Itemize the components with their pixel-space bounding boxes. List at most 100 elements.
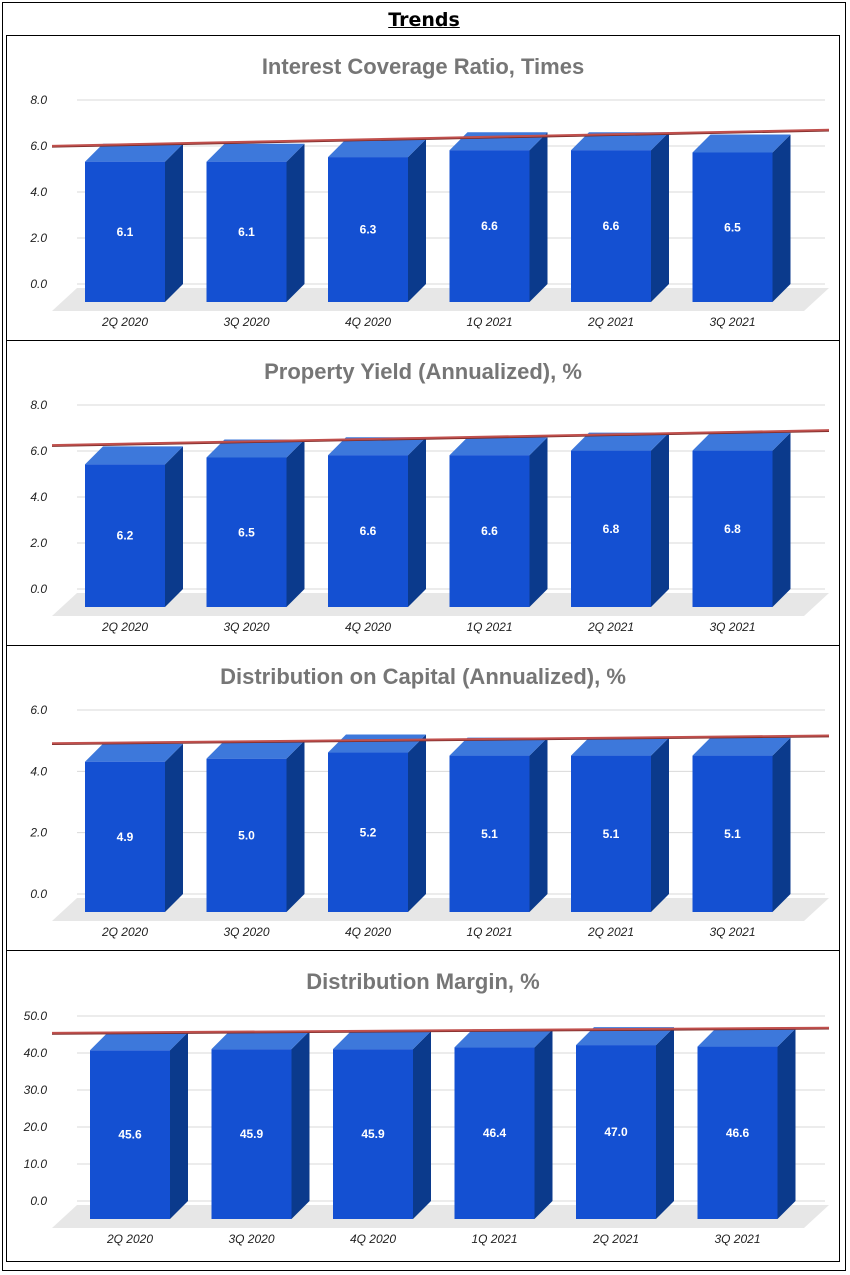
bar-front: [692, 755, 773, 912]
y-tick-label: 8.0: [30, 398, 47, 412]
bar-front: [90, 1050, 170, 1219]
bar: [697, 1028, 796, 1219]
x-tick-label: 4Q 2020: [345, 315, 391, 329]
data-label: 5.1: [603, 827, 620, 841]
trendline-shadow: [51, 1028, 830, 1035]
bar-top: [206, 740, 305, 759]
x-tick-label: 4Q 2020: [345, 925, 391, 939]
bar-top: [692, 432, 791, 451]
trendline: [51, 429, 830, 447]
bar-top: [333, 1031, 431, 1050]
bar-side: [286, 740, 305, 912]
bar-side: [651, 132, 669, 302]
property-yield-chart: Property Yield (Annualized), % 0.0 2.0 4.0 6…: [29, 359, 830, 634]
bar-side: [408, 437, 426, 607]
y-tick-label: 8.0: [30, 93, 47, 107]
bar-side: [408, 734, 426, 912]
chart-panel-distribution-on-capital: Distribution on Capital (Annualized), % 0…: [6, 645, 840, 951]
data-label: 6.1: [238, 225, 255, 239]
bar-top: [85, 143, 183, 162]
bar-front: [571, 755, 651, 912]
bar-side: [534, 1029, 553, 1219]
bar-top: [454, 1029, 553, 1048]
data-label: 46.4: [483, 1126, 507, 1140]
x-tick-label: 3Q 2021: [714, 1232, 760, 1246]
x-tick-label: 4Q 2020: [350, 1232, 396, 1246]
y-tick-label: 10.0: [24, 1157, 48, 1171]
chart-panel-distribution-margin: Distribution Margin, % 0.0 10.0 20.0 30.0 40.…: [6, 950, 840, 1262]
interest-coverage-chart: Interest Coverage Ratio, Times 0.0 2.0 4.0 6…: [29, 54, 830, 329]
bar: [206, 143, 305, 302]
trendline-shadow: [51, 430, 830, 447]
bar-front: [328, 157, 408, 302]
bar: [449, 737, 548, 912]
bar-front: [697, 1046, 778, 1219]
x-tick-label: 1Q 2021: [466, 925, 512, 939]
x-tick-label: 2Q 2021: [587, 620, 634, 634]
data-label: 46.6: [726, 1126, 750, 1140]
bar-side: [286, 143, 305, 302]
bar-side: [291, 1031, 310, 1219]
bar: [571, 432, 669, 607]
y-tick-label: 20.0: [23, 1120, 48, 1134]
bar-side: [772, 134, 791, 302]
bar-side: [413, 1031, 431, 1219]
bar-front: [449, 455, 530, 607]
bar-front: [449, 150, 530, 302]
y-tick-label: 2.0: [29, 826, 47, 840]
y-tick-label: 4.0: [30, 490, 47, 504]
y-tick-label: 4.0: [30, 185, 47, 199]
bar-front: [571, 150, 651, 302]
x-tick-label: 1Q 2021: [466, 315, 512, 329]
bar-front: [328, 752, 408, 912]
data-label: 4.9: [117, 830, 134, 844]
bar: [454, 1029, 553, 1219]
chart-title: Property Yield (Annualized), %: [264, 359, 582, 384]
distribution-margin-chart: Distribution Margin, % 0.0 10.0 20.0 30.0 40.…: [23, 969, 830, 1246]
x-tick-label: 2Q 2020: [101, 925, 148, 939]
bar-front: [211, 1049, 292, 1219]
trendline: [51, 1026, 830, 1034]
bar-front: [206, 161, 287, 302]
bar: [328, 437, 426, 607]
bar-top: [449, 437, 548, 456]
chart-title: Interest Coverage Ratio, Times: [262, 54, 584, 79]
x-tick-label: 3Q 2021: [709, 925, 755, 939]
data-label: 5.1: [724, 827, 741, 841]
data-label: 6.3: [360, 223, 377, 237]
bar-side: [777, 1028, 796, 1219]
bar-side: [529, 737, 548, 912]
bar-top: [576, 1027, 674, 1046]
bar-top: [211, 1031, 310, 1050]
bar-top: [449, 737, 548, 756]
trendline-shadow: [51, 736, 830, 745]
bar-top: [692, 134, 791, 153]
bar-side: [529, 437, 548, 607]
bar-front: [85, 161, 165, 302]
y-tick-label: 0.0: [30, 1194, 47, 1208]
bar-top: [85, 446, 183, 465]
bar-side: [170, 1032, 188, 1219]
bar-side: [772, 432, 791, 607]
chart-panel-property-yield: Property Yield (Annualized), % 0.0 2.0 4.0 6…: [6, 340, 840, 646]
bar-top: [571, 132, 669, 151]
bar: [85, 743, 183, 912]
x-tick-label: 3Q 2021: [709, 620, 755, 634]
y-tick-label: 0.0: [30, 277, 47, 291]
bar: [85, 143, 183, 302]
bar-front: [692, 152, 773, 302]
x-tick-label: 2Q 2021: [587, 315, 634, 329]
bar: [206, 740, 305, 912]
x-tick-label: 3Q 2020: [223, 620, 269, 634]
bar-top: [571, 432, 669, 451]
bar: [571, 737, 669, 912]
x-tick-label: 2Q 2021: [592, 1232, 639, 1246]
bar-front: [206, 457, 287, 607]
bar-front: [454, 1047, 535, 1219]
bar-front: [333, 1049, 413, 1219]
bar-front: [692, 450, 773, 607]
bar-top: [85, 743, 183, 762]
y-tick-label: 2.0: [29, 536, 47, 550]
bar-side: [165, 743, 183, 912]
